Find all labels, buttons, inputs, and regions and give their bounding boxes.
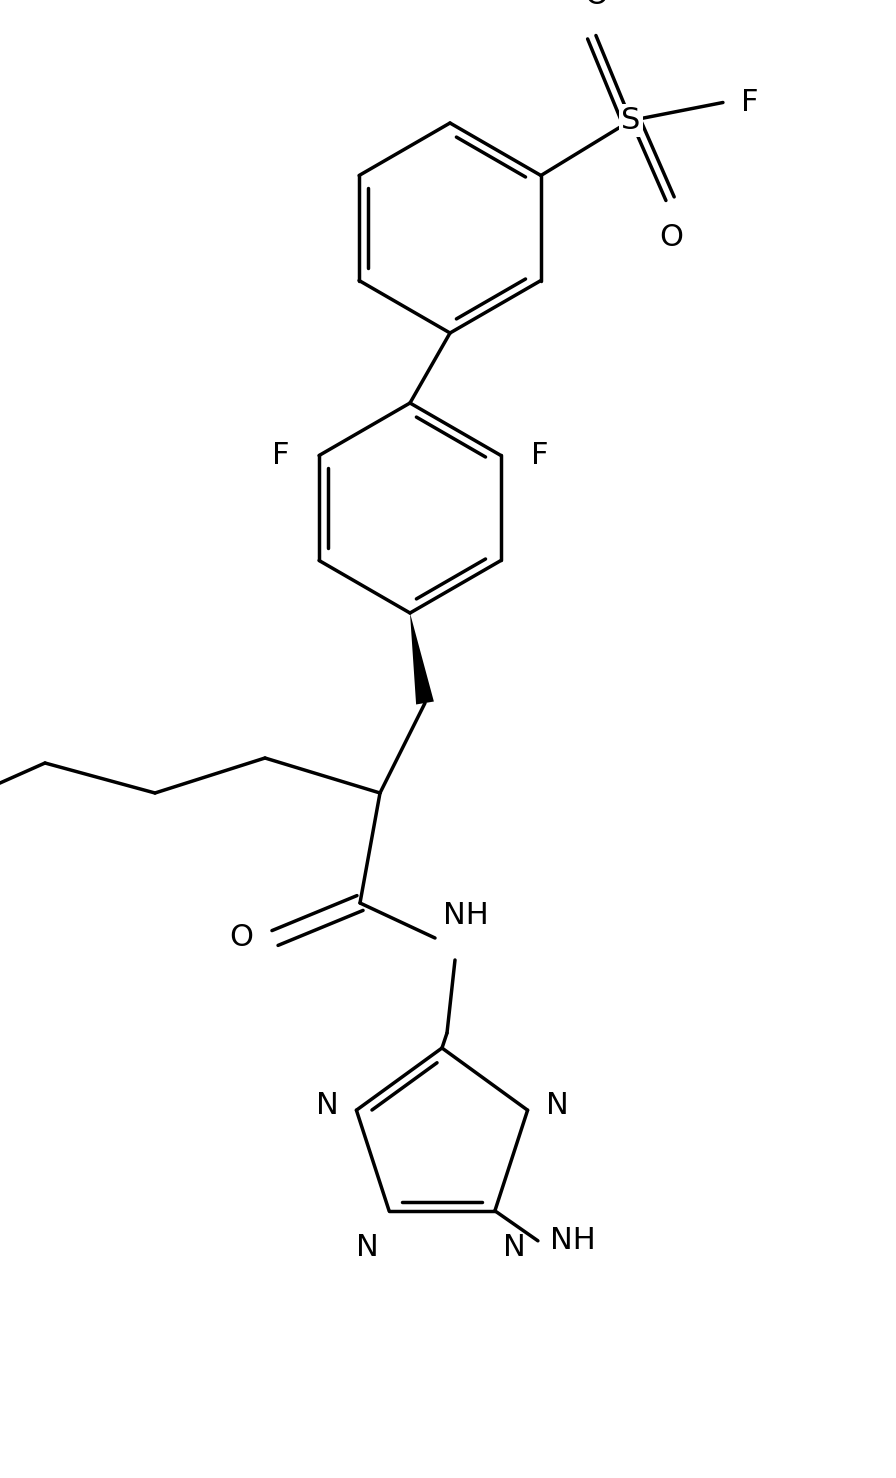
Polygon shape [410, 613, 434, 705]
Text: N: N [503, 1233, 526, 1262]
Text: N: N [315, 1091, 339, 1120]
Text: NH: NH [443, 902, 488, 930]
Text: F: F [531, 440, 548, 470]
Text: O: O [584, 0, 607, 10]
Text: NH: NH [550, 1227, 596, 1255]
Text: O: O [659, 223, 683, 251]
Text: O: O [229, 924, 253, 952]
Text: N: N [546, 1091, 568, 1120]
Text: F: F [741, 89, 758, 117]
Text: S: S [621, 106, 641, 134]
Text: F: F [271, 440, 289, 470]
Text: N: N [357, 1233, 379, 1262]
